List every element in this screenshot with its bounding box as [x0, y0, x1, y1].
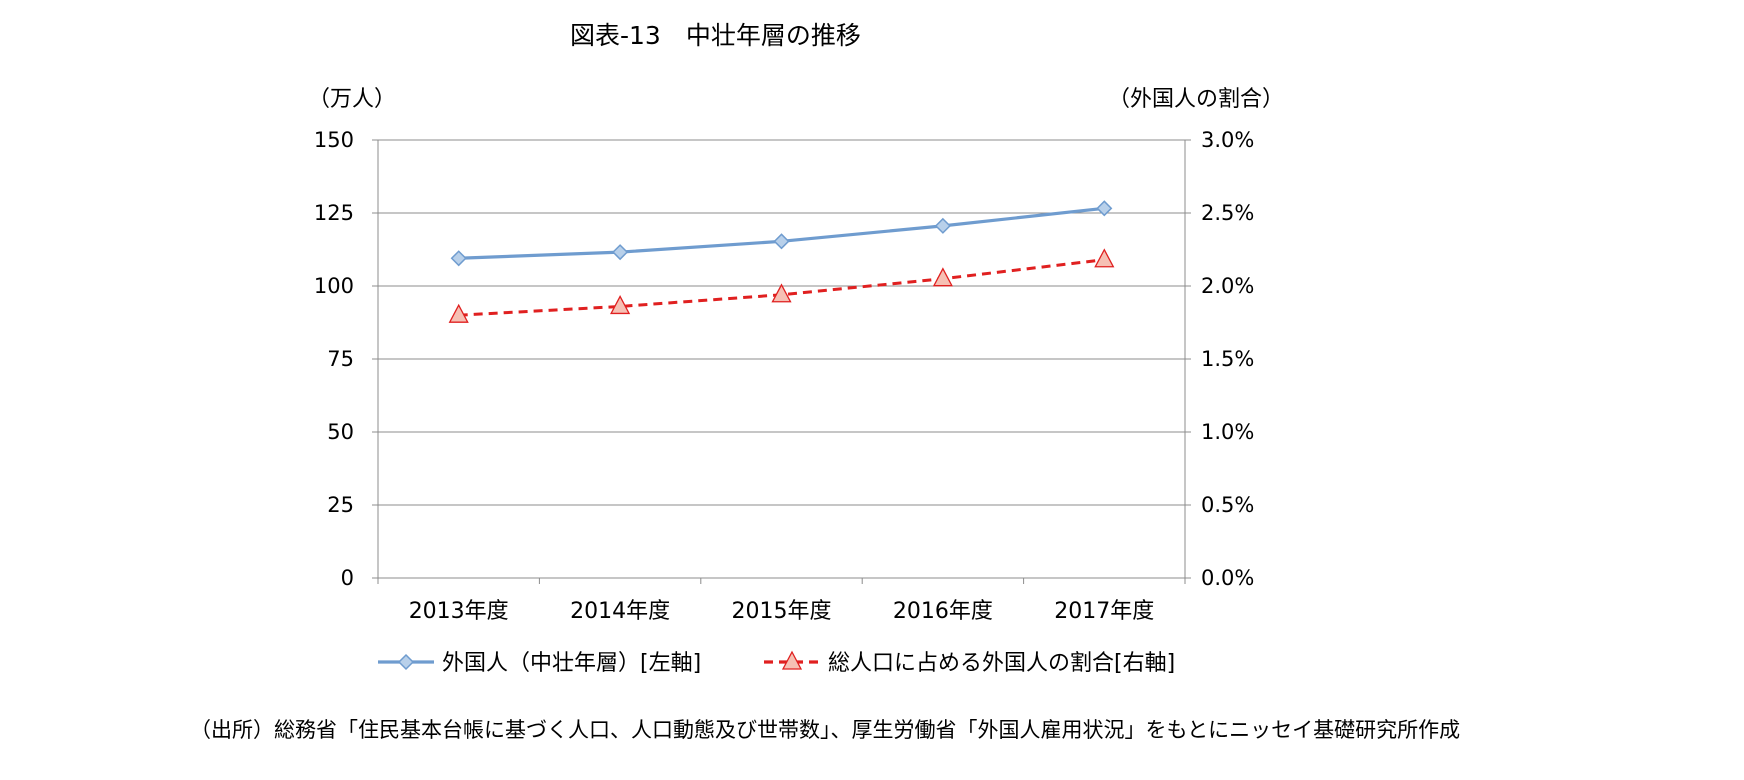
x-tick-label: 2014年度	[570, 599, 670, 624]
left-tick-label: 125	[314, 201, 354, 225]
data-point	[932, 267, 953, 287]
data-point	[1094, 248, 1115, 268]
x-tick-label: 2017年度	[1054, 599, 1154, 624]
x-tick-label: 2013年度	[409, 599, 509, 624]
x-tick-label: 2015年度	[732, 599, 832, 624]
right-tick-label: 0.5%	[1201, 493, 1254, 517]
data-point	[1096, 200, 1113, 217]
right-tick-label: 0.0%	[1201, 566, 1254, 590]
left-tick-label: 100	[314, 274, 354, 298]
data-point	[934, 217, 951, 234]
series-1	[450, 200, 1113, 267]
data-point	[612, 244, 629, 261]
right-tick-label: 1.0%	[1201, 420, 1254, 444]
left-tick-label: 0	[341, 566, 354, 590]
right-tick-label: 2.5%	[1201, 201, 1254, 225]
right-axis-unit: （外国人の割合）	[1108, 87, 1284, 112]
left-axis-unit: （万人）	[308, 87, 396, 112]
left-tick-label: 50	[327, 420, 354, 444]
left-tick-label: 75	[327, 347, 354, 371]
legend: 外国人（中壮年層）[左軸] 総人口に占める外国人の割合[右軸]	[378, 650, 1175, 676]
legend-label: 外国人（中壮年層）[左軸]	[442, 651, 701, 676]
x-tick-label: 2016年度	[893, 599, 993, 624]
legend-item: 総人口に占める外国人の割合[右軸]	[764, 650, 1175, 676]
right-tick-label: 2.0%	[1201, 274, 1254, 298]
right-tick-label: 1.5%	[1201, 347, 1254, 371]
chart-title: 図表-13 中壮年層の推移	[570, 21, 861, 50]
legend-label: 総人口に占める外国人の割合[右軸]	[828, 651, 1175, 676]
data-point	[771, 283, 792, 303]
axes: 0 0.0% 25 0.5% 50 1.0% 75 1.5% 100 2.0% 125 2.5% 150…	[314, 128, 1254, 624]
legend-marker	[781, 650, 803, 670]
source-note: （出所）総務省「住民基本台帳に基づく人口、人口動態及び世帯数」、厚生労働省「外国…	[190, 718, 1460, 742]
left-tick-label: 150	[314, 128, 354, 152]
series-layer	[448, 200, 1115, 323]
data-point	[450, 250, 467, 267]
series-2	[448, 248, 1115, 323]
data-point	[610, 295, 631, 315]
data-point	[448, 303, 469, 323]
left-tick-label: 25	[327, 493, 354, 517]
data-point	[773, 233, 790, 250]
legend-item: 外国人（中壮年層）[左軸]	[378, 651, 701, 676]
legend-marker	[397, 653, 415, 671]
right-tick-label: 3.0%	[1201, 128, 1254, 152]
gridlines	[378, 139, 1185, 506]
